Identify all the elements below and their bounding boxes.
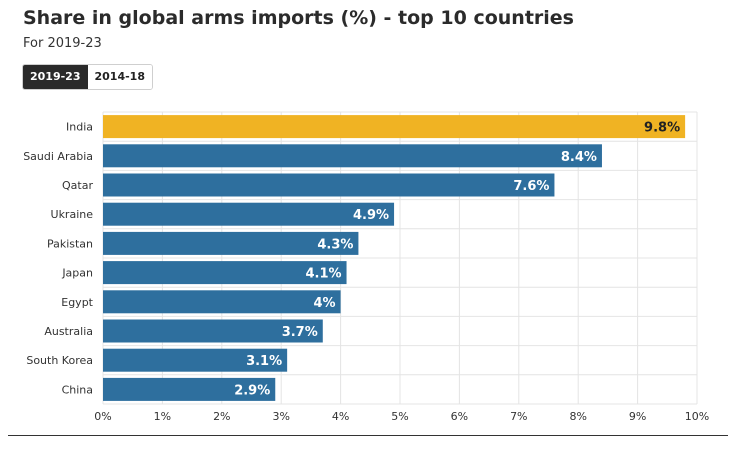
value-label: 9.8% — [644, 121, 680, 136]
x-tick-label: 1% — [154, 410, 171, 423]
value-label: 4% — [314, 296, 336, 311]
category-label: China — [62, 383, 93, 396]
value-label: 4.3% — [317, 237, 353, 252]
category-label: Pakistan — [47, 237, 93, 250]
bar — [103, 377, 276, 401]
x-tick-label: 8% — [569, 410, 586, 423]
x-tick-label: 9% — [629, 410, 646, 423]
value-label: 2.9% — [234, 383, 270, 398]
category-label: Australia — [44, 325, 93, 338]
category-label: Saudi Arabia — [23, 150, 93, 163]
x-tick-label: 6% — [451, 410, 468, 423]
category-label: India — [66, 121, 93, 134]
category-label: Japan — [61, 267, 93, 280]
bar — [103, 173, 555, 197]
x-tick-label: 7% — [510, 410, 527, 423]
value-label: 4.1% — [305, 267, 341, 282]
chart-subtitle: For 2019-23 — [23, 36, 102, 51]
bottom-divider — [8, 435, 728, 436]
category-label: Qatar — [62, 179, 93, 192]
value-label: 7.6% — [513, 179, 549, 194]
bar — [103, 144, 602, 168]
value-label: 3.1% — [246, 354, 282, 369]
x-tick-label: 4% — [332, 410, 349, 423]
period-option-2014-18[interactable]: 2014-18 — [87, 65, 152, 89]
x-tick-label: 0% — [94, 410, 111, 423]
bar — [103, 115, 686, 139]
value-label: 8.4% — [561, 150, 597, 165]
x-tick-label: 3% — [272, 410, 289, 423]
bar — [103, 348, 288, 372]
value-label: 4.9% — [353, 208, 389, 223]
x-tick-label: 2% — [213, 410, 230, 423]
value-label: 3.7% — [282, 325, 318, 340]
period-toggle[interactable]: 2019-23 2014-18 — [22, 64, 153, 90]
category-label: Egypt — [61, 296, 93, 309]
bar — [103, 231, 359, 255]
bar — [103, 261, 347, 285]
bar — [103, 319, 323, 343]
category-label: South Korea — [26, 354, 93, 367]
x-tick-label: 5% — [391, 410, 408, 423]
bar — [103, 290, 341, 314]
category-label: Ukraine — [51, 208, 94, 221]
bar — [103, 202, 395, 226]
chart-title: Share in global arms imports (%) - top 1… — [23, 7, 574, 29]
period-option-2019-23[interactable]: 2019-23 — [23, 65, 88, 89]
x-tick-label: 10% — [685, 410, 709, 423]
